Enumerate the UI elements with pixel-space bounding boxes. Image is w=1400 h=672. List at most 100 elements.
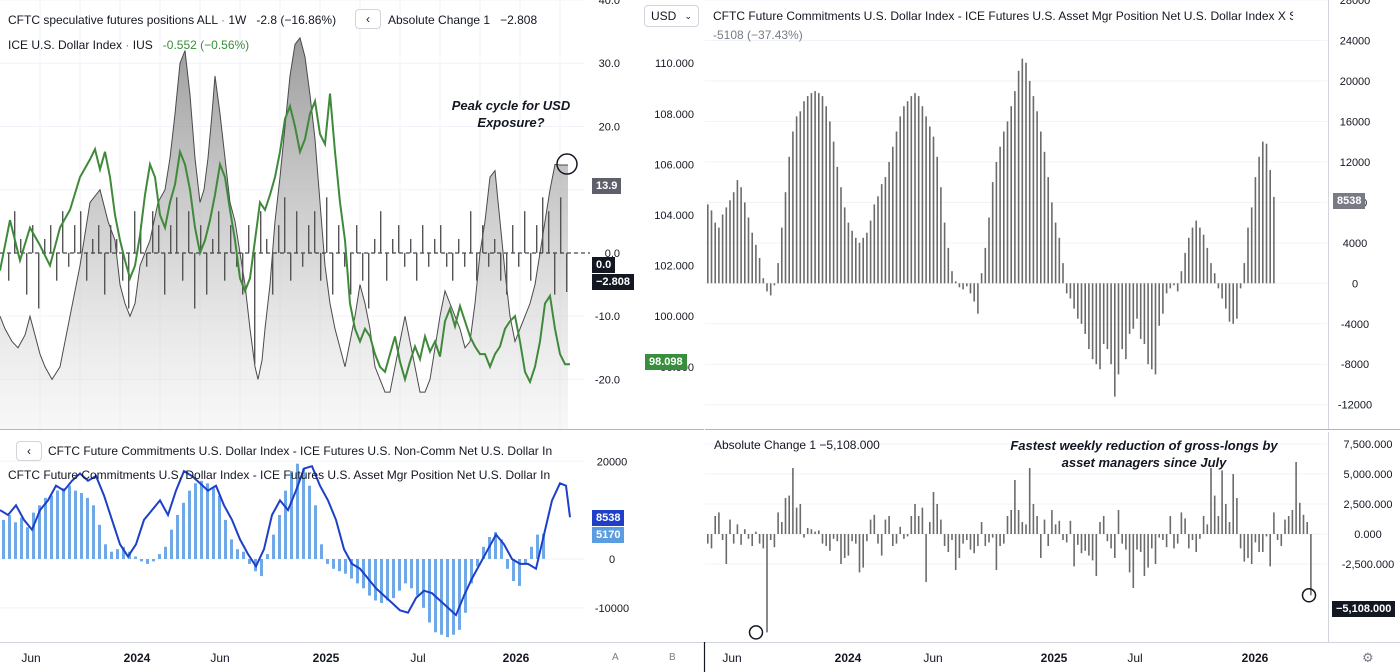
change-bar: [966, 534, 968, 540]
x-tick-label: 2026: [503, 651, 530, 665]
change-bar: [20, 239, 22, 253]
left-bottom-chart[interactable]: 20000 0 -10000: [0, 432, 704, 642]
y-tick-label: 102.000: [654, 261, 694, 273]
asset-mgr-bar: [332, 559, 335, 569]
asset-mgr-bar: [951, 271, 953, 284]
change-bar: [542, 197, 544, 253]
change-bar: [476, 252, 478, 281]
settings-gear-icon[interactable]: ⚙: [1362, 650, 1374, 665]
change-bar: [1236, 498, 1238, 534]
change-bar: [62, 211, 64, 253]
x-tick-label: Jun: [210, 651, 229, 665]
asset-mgr-bar: [1043, 151, 1046, 284]
right-bottom-chart[interactable]: 7,500.000 5,000.000 2,500.000 0.000 -2,500.0…: [705, 432, 1400, 642]
change-bar: [1225, 504, 1227, 534]
asset-mgr-bar: [929, 126, 931, 284]
asset-mgr-bar: [821, 96, 824, 284]
scale-toggle-b[interactable]: B: [669, 652, 676, 663]
change-bar: [392, 239, 394, 253]
change-bar: [977, 534, 979, 546]
asset-mgr-bar: [1154, 283, 1157, 375]
change-bar: [788, 495, 790, 534]
asset-mgr-bar: [710, 210, 713, 284]
change-bar: [206, 252, 208, 295]
badge-bars-value: 5170: [592, 527, 625, 543]
change-bar: [368, 252, 370, 309]
legend-dxy-source: IUS: [132, 38, 153, 52]
chevron-down-icon: ⌄: [684, 10, 692, 21]
auto-scale-toggle[interactable]: A: [612, 652, 619, 663]
collapse-study-button[interactable]: ‹: [355, 9, 381, 29]
change-bar: [954, 534, 957, 570]
asset-mgr-bar: [542, 533, 545, 559]
change-bar: [302, 252, 304, 267]
asset-mgr-bar: [1143, 283, 1146, 344]
asset-mgr-bar: [1262, 141, 1264, 284]
asset-mgr-bar: [44, 497, 47, 559]
asset-mgr-bar: [422, 559, 425, 608]
change-bar: [350, 252, 352, 295]
left-top-chart[interactable]: 40.030.020.010.00.0-10.0-20.0110.000108.…: [0, 0, 704, 430]
change-bar: [1176, 534, 1179, 544]
asset-mgr-bar: [758, 258, 761, 284]
change-bar: [1051, 510, 1053, 534]
legend-asset-mgr: CFTC Future Commitments U.S. Dollar Inde…: [8, 468, 551, 482]
annotation-peak-cycle: Peak cycle for USD Exposure?: [451, 98, 571, 130]
asset-mgr-bar: [1014, 91, 1016, 284]
legend-spec-positions[interactable]: CFTC speculative futures positions ALL ·…: [8, 13, 337, 27]
change-bar: [777, 512, 779, 534]
asset-mgr-bar: [899, 116, 901, 284]
asset-mgr-bar: [1232, 283, 1234, 324]
right-top-chart[interactable]: 2800024000200001600012000800040000-4000-…: [705, 0, 1400, 430]
asset-mgr-bar: [1243, 263, 1246, 284]
change-bar: [518, 252, 520, 267]
change-bar: [1110, 534, 1112, 549]
asset-mgr-bar: [212, 488, 215, 559]
change-bar: [362, 252, 364, 281]
change-bar: [773, 534, 776, 548]
asset-mgr-bar: [326, 559, 329, 564]
asset-mgr-bar: [1265, 143, 1268, 284]
asset-mgr-bar: [32, 512, 35, 559]
study-title: Absolute Change 1: [388, 13, 491, 27]
currency-label: USD: [651, 9, 677, 23]
legend-dxy[interactable]: ICE U.S. Dollar Index · IUS -0.552 (−0.5…: [8, 38, 250, 52]
asset-mgr-bar: [925, 116, 927, 284]
asset-mgr-bar: [943, 222, 946, 284]
y-tick-label: 40.0: [599, 0, 620, 7]
change-bar: [410, 239, 412, 253]
change-bar: [44, 239, 46, 253]
change-bar: [458, 239, 460, 253]
asset-mgr-bar: [50, 495, 53, 559]
change-bar: [1128, 534, 1131, 573]
change-bar: [843, 534, 846, 558]
legend-right-bottom: Absolute Change 1 −5,108.000: [714, 438, 880, 452]
change-bar: [146, 252, 148, 267]
change-bar: [755, 531, 757, 534]
change-bar: [980, 522, 983, 534]
y-axis: 7,500.000 5,000.000 2,500.000 0.000 -2,500.0…: [1342, 439, 1395, 571]
change-bar: [895, 534, 898, 544]
change-bar: [936, 504, 938, 534]
change-bar: [374, 239, 376, 253]
change-bar: [995, 534, 998, 570]
change-bar: [284, 197, 286, 253]
legend-study-abs-change[interactable]: Absolute Change 1 −2.808: [388, 13, 537, 27]
change-bar: [903, 534, 905, 539]
asset-mgr-bar: [1110, 283, 1112, 365]
change-bar: [1188, 534, 1190, 549]
collapse-legend-button[interactable]: ‹: [16, 441, 42, 461]
badge-zero: 0.0: [592, 257, 616, 273]
asset-mgr-bar: [877, 196, 879, 284]
change-bar: [416, 252, 418, 281]
change-bar: [1014, 480, 1016, 534]
currency-dropdown[interactable]: USD ⌄: [644, 5, 699, 27]
change-bar: [1217, 516, 1220, 534]
asset-mgr-bar: [980, 273, 983, 284]
x-axis[interactable]: Jun Jun 2024 2024 Jun Jun 2025 2025 Jul Jul 2026 20…: [0, 642, 1400, 672]
change-bar: [829, 534, 831, 551]
legend-dxy-value: -0.552 (−0.56%): [162, 38, 250, 52]
asset-mgr-bar: [773, 283, 776, 286]
change-bar: [494, 239, 496, 253]
asset-mgr-bar: [338, 559, 341, 572]
